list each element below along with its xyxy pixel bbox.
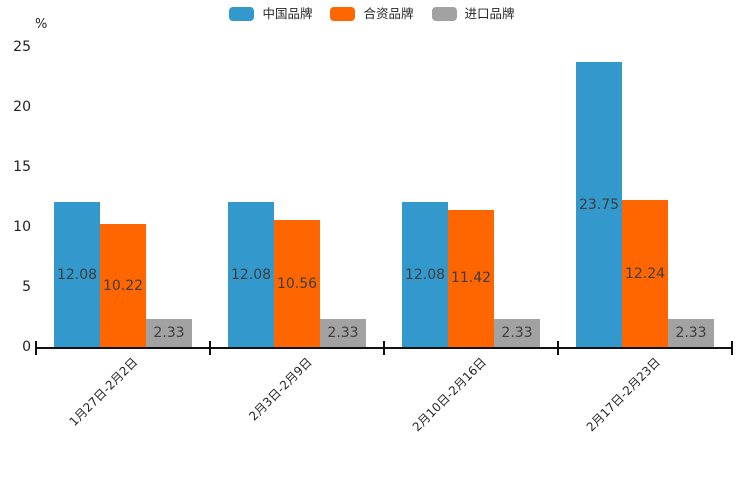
bar-value-label: 10.56 — [276, 275, 318, 292]
y-axis-unit-label: % — [35, 17, 48, 32]
y-tick-label: 0 — [22, 339, 31, 355]
bar-value-label: 12.08 — [404, 266, 446, 283]
bar-中国品牌-1[interactable] — [228, 202, 274, 347]
legend-item-1[interactable]: 合资品牌 — [330, 6, 414, 21]
x-tick-label: 2月3日-2月9日 — [246, 355, 315, 424]
bar-合资品牌-1[interactable] — [274, 220, 320, 347]
y-tick-label: 10 — [13, 219, 31, 235]
bar-value-label: 12.24 — [624, 265, 666, 282]
bar-中国品牌-2[interactable] — [402, 202, 448, 347]
y-tick-label: 15 — [13, 159, 31, 175]
y-tick-label: 20 — [13, 99, 31, 115]
bar-中国品牌-3[interactable] — [576, 62, 622, 347]
x-axis-tick — [557, 341, 559, 355]
x-axis-tick — [731, 341, 733, 355]
y-tick-label: 5 — [22, 279, 31, 295]
x-tick-label: 2月10日-2月16日 — [409, 355, 489, 435]
legend-swatch-icon — [330, 7, 356, 21]
x-axis-tick — [35, 341, 37, 355]
bar-value-label: 2.33 — [675, 325, 707, 342]
legend-swatch-icon — [229, 7, 255, 21]
bar-value-label: 23.75 — [578, 196, 620, 213]
bar-value-label: 10.22 — [102, 277, 144, 294]
bar-value-label: 2.33 — [153, 325, 185, 342]
bar-进口品牌-1[interactable] — [320, 319, 366, 347]
x-axis-tick — [209, 341, 211, 355]
bar-value-label: 12.08 — [56, 266, 98, 283]
bar-value-label: 2.33 — [501, 325, 533, 342]
legend-label: 进口品牌 — [464, 6, 515, 21]
legend-label: 中国品牌 — [262, 6, 313, 21]
legend-swatch-icon — [431, 7, 457, 21]
y-tick-label: 25 — [13, 39, 31, 55]
bar-合资品牌-2[interactable] — [448, 209, 494, 347]
chart-legend: 中国品牌 合资品牌 进口品牌 — [0, 7, 744, 21]
bar-value-label: 12.08 — [230, 266, 272, 283]
bar-合资品牌-3[interactable] — [622, 200, 668, 347]
bar-进口品牌-2[interactable] — [494, 319, 540, 347]
bar-value-label: 11.42 — [450, 270, 492, 287]
x-tick-label: 1月27日-2月2日 — [66, 355, 141, 429]
x-tick-label: 2月17日-2月23日 — [583, 355, 663, 435]
legend-label: 合资品牌 — [363, 6, 414, 21]
legend-item-2[interactable]: 进口品牌 — [431, 6, 515, 21]
legend-item-0[interactable]: 中国品牌 — [229, 7, 312, 21]
plot-area: 12.08 12.08 12.08 23.75 10.22 10.56 11.42 12.24… — [35, 47, 733, 434]
bar-进口品牌-3[interactable] — [668, 319, 714, 347]
bar-value-label: 2.33 — [327, 325, 359, 342]
x-axis-tick — [383, 341, 385, 355]
bar-进口品牌-0[interactable] — [146, 319, 192, 347]
bar-中国品牌-0[interactable] — [54, 202, 100, 347]
bar-合资品牌-0[interactable] — [100, 224, 146, 347]
